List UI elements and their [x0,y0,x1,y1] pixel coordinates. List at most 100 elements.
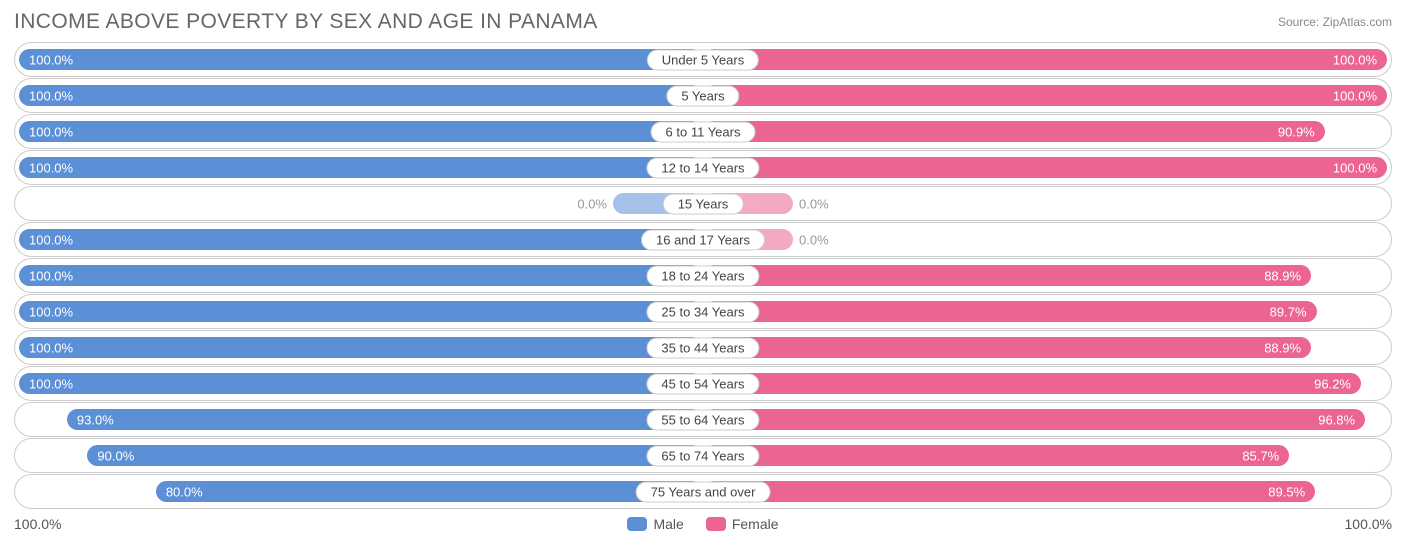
male-value: 80.0% [166,484,203,499]
male-half: 100.0% [19,262,703,289]
male-value: 100.0% [29,160,73,175]
female-half: 88.9% [703,334,1387,361]
female-value: 88.9% [1264,268,1301,283]
legend-swatch-male [627,517,647,531]
female-half: 90.9% [703,118,1387,145]
female-bar: 89.7% [703,301,1317,322]
male-value: 100.0% [29,304,73,319]
female-value: 100.0% [1333,160,1377,175]
female-half: 96.8% [703,406,1387,433]
female-value: 100.0% [1333,88,1377,103]
female-bar: 100.0% [703,157,1387,178]
female-half: 88.9% [703,262,1387,289]
female-half: 0.0% [703,226,1387,253]
male-half: 0.0% [19,190,703,217]
male-bar: 100.0% [19,49,703,70]
age-group-label: Under 5 Years [647,49,759,70]
chart-container: INCOME ABOVE POVERTY BY SEX AND AGE IN P… [0,0,1406,558]
female-bar: 96.2% [703,373,1361,394]
male-half: 100.0% [19,82,703,109]
chart-row: 100.0% 0.0%16 and 17 Years [14,222,1392,257]
source-attribution: Source: ZipAtlas.com [1278,15,1392,29]
chart-row: 100.0%88.9%18 to 24 Years [14,258,1392,293]
male-bar: 90.0% [87,445,703,466]
female-half: 100.0% [703,154,1387,181]
male-value: 100.0% [29,340,73,355]
female-bar: 88.9% [703,265,1311,286]
male-half: 100.0% [19,226,703,253]
female-bar: 88.9% [703,337,1311,358]
chart-row: 100.0% 90.9% 6 to 11 Years [14,114,1392,149]
male-bar: 100.0% [19,337,703,358]
legend-item-male: Male [627,516,683,532]
male-half: 100.0% [19,46,703,73]
female-bar: 85.7% [703,445,1289,466]
male-bar: 80.0% [156,481,703,502]
male-value: 93.0% [77,412,114,427]
female-half: 96.2% [703,370,1387,397]
male-half: 100.0% [19,154,703,181]
male-half: 100.0% [19,118,703,145]
male-bar: 100.0% [19,157,703,178]
age-group-label: 15 Years [663,193,744,214]
female-value: 96.2% [1314,376,1351,391]
female-value: 85.7% [1242,448,1279,463]
age-group-label: 75 Years and over [636,481,771,502]
female-bar: 100.0% [703,85,1387,106]
female-bar: 96.8% [703,409,1365,430]
chart-row: 100.0%89.7%25 to 34 Years [14,294,1392,329]
chart-title: INCOME ABOVE POVERTY BY SEX AND AGE IN P… [14,10,598,34]
male-bar: 100.0% [19,229,703,250]
female-value: 0.0% [799,196,829,211]
chart-row: 100.0% 100.0% 5 Years [14,78,1392,113]
female-value: 89.7% [1270,304,1307,319]
axis-left-label: 100.0% [14,516,61,532]
chart-footer: 100.0% Male Female 100.0% [14,516,1392,532]
female-value: 100.0% [1333,52,1377,67]
male-half: 100.0% [19,298,703,325]
age-group-label: 55 to 64 Years [646,409,759,430]
male-value: 0.0% [577,196,607,211]
legend-label-male: Male [653,516,683,532]
header: INCOME ABOVE POVERTY BY SEX AND AGE IN P… [14,10,1392,34]
legend-label-female: Female [732,516,779,532]
male-value: 100.0% [29,88,73,103]
male-value: 100.0% [29,52,73,67]
age-group-label: 6 to 11 Years [651,121,756,142]
female-value: 90.9% [1278,124,1315,139]
chart-row: 100.0% 96.2% 45 to 54 Years [14,366,1392,401]
age-group-label: 16 and 17 Years [641,229,765,250]
male-value: 100.0% [29,376,73,391]
female-half: 89.7% [703,298,1387,325]
male-bar: 100.0% [19,265,703,286]
legend: Male Female [619,516,786,532]
female-value: 96.8% [1318,412,1355,427]
axis-right-label: 100.0% [1345,516,1392,532]
age-group-label: 12 to 14 Years [646,157,759,178]
male-half: 80.0% [19,478,703,505]
male-bar: 100.0% [19,373,703,394]
chart-rows: 100.0% 100.0% Under 5 Years 100.0% 100.0% 5 Y… [14,42,1392,510]
chart-row: 100.0% 88.9% 35 to 44 Years [14,330,1392,365]
chart-row: 93.0% 96.8% 55 to 64 Years [14,402,1392,437]
male-bar: 93.0% [67,409,703,430]
chart-row: 80.0% 89.5%75 Years and over [14,474,1392,509]
male-half: 100.0% [19,370,703,397]
chart-row: 100.0% 100.0% Under 5 Years [14,42,1392,77]
female-value: 88.9% [1264,340,1301,355]
female-bar: 90.9% [703,121,1325,142]
age-group-label: 35 to 44 Years [646,337,759,358]
chart-row: 90.0% 85.7% 65 to 74 Years [14,438,1392,473]
male-value: 100.0% [29,268,73,283]
age-group-label: 5 Years [666,85,739,106]
male-bar: 100.0% [19,301,703,322]
male-bar: 100.0% [19,121,703,142]
age-group-label: 45 to 54 Years [646,373,759,394]
male-value: 100.0% [29,232,73,247]
female-half: 0.0% [703,190,1387,217]
age-group-label: 65 to 74 Years [646,445,759,466]
male-value: 90.0% [97,448,134,463]
female-half: 89.5% [703,478,1387,505]
female-half: 85.7% [703,442,1387,469]
male-bar: 100.0% [19,85,703,106]
